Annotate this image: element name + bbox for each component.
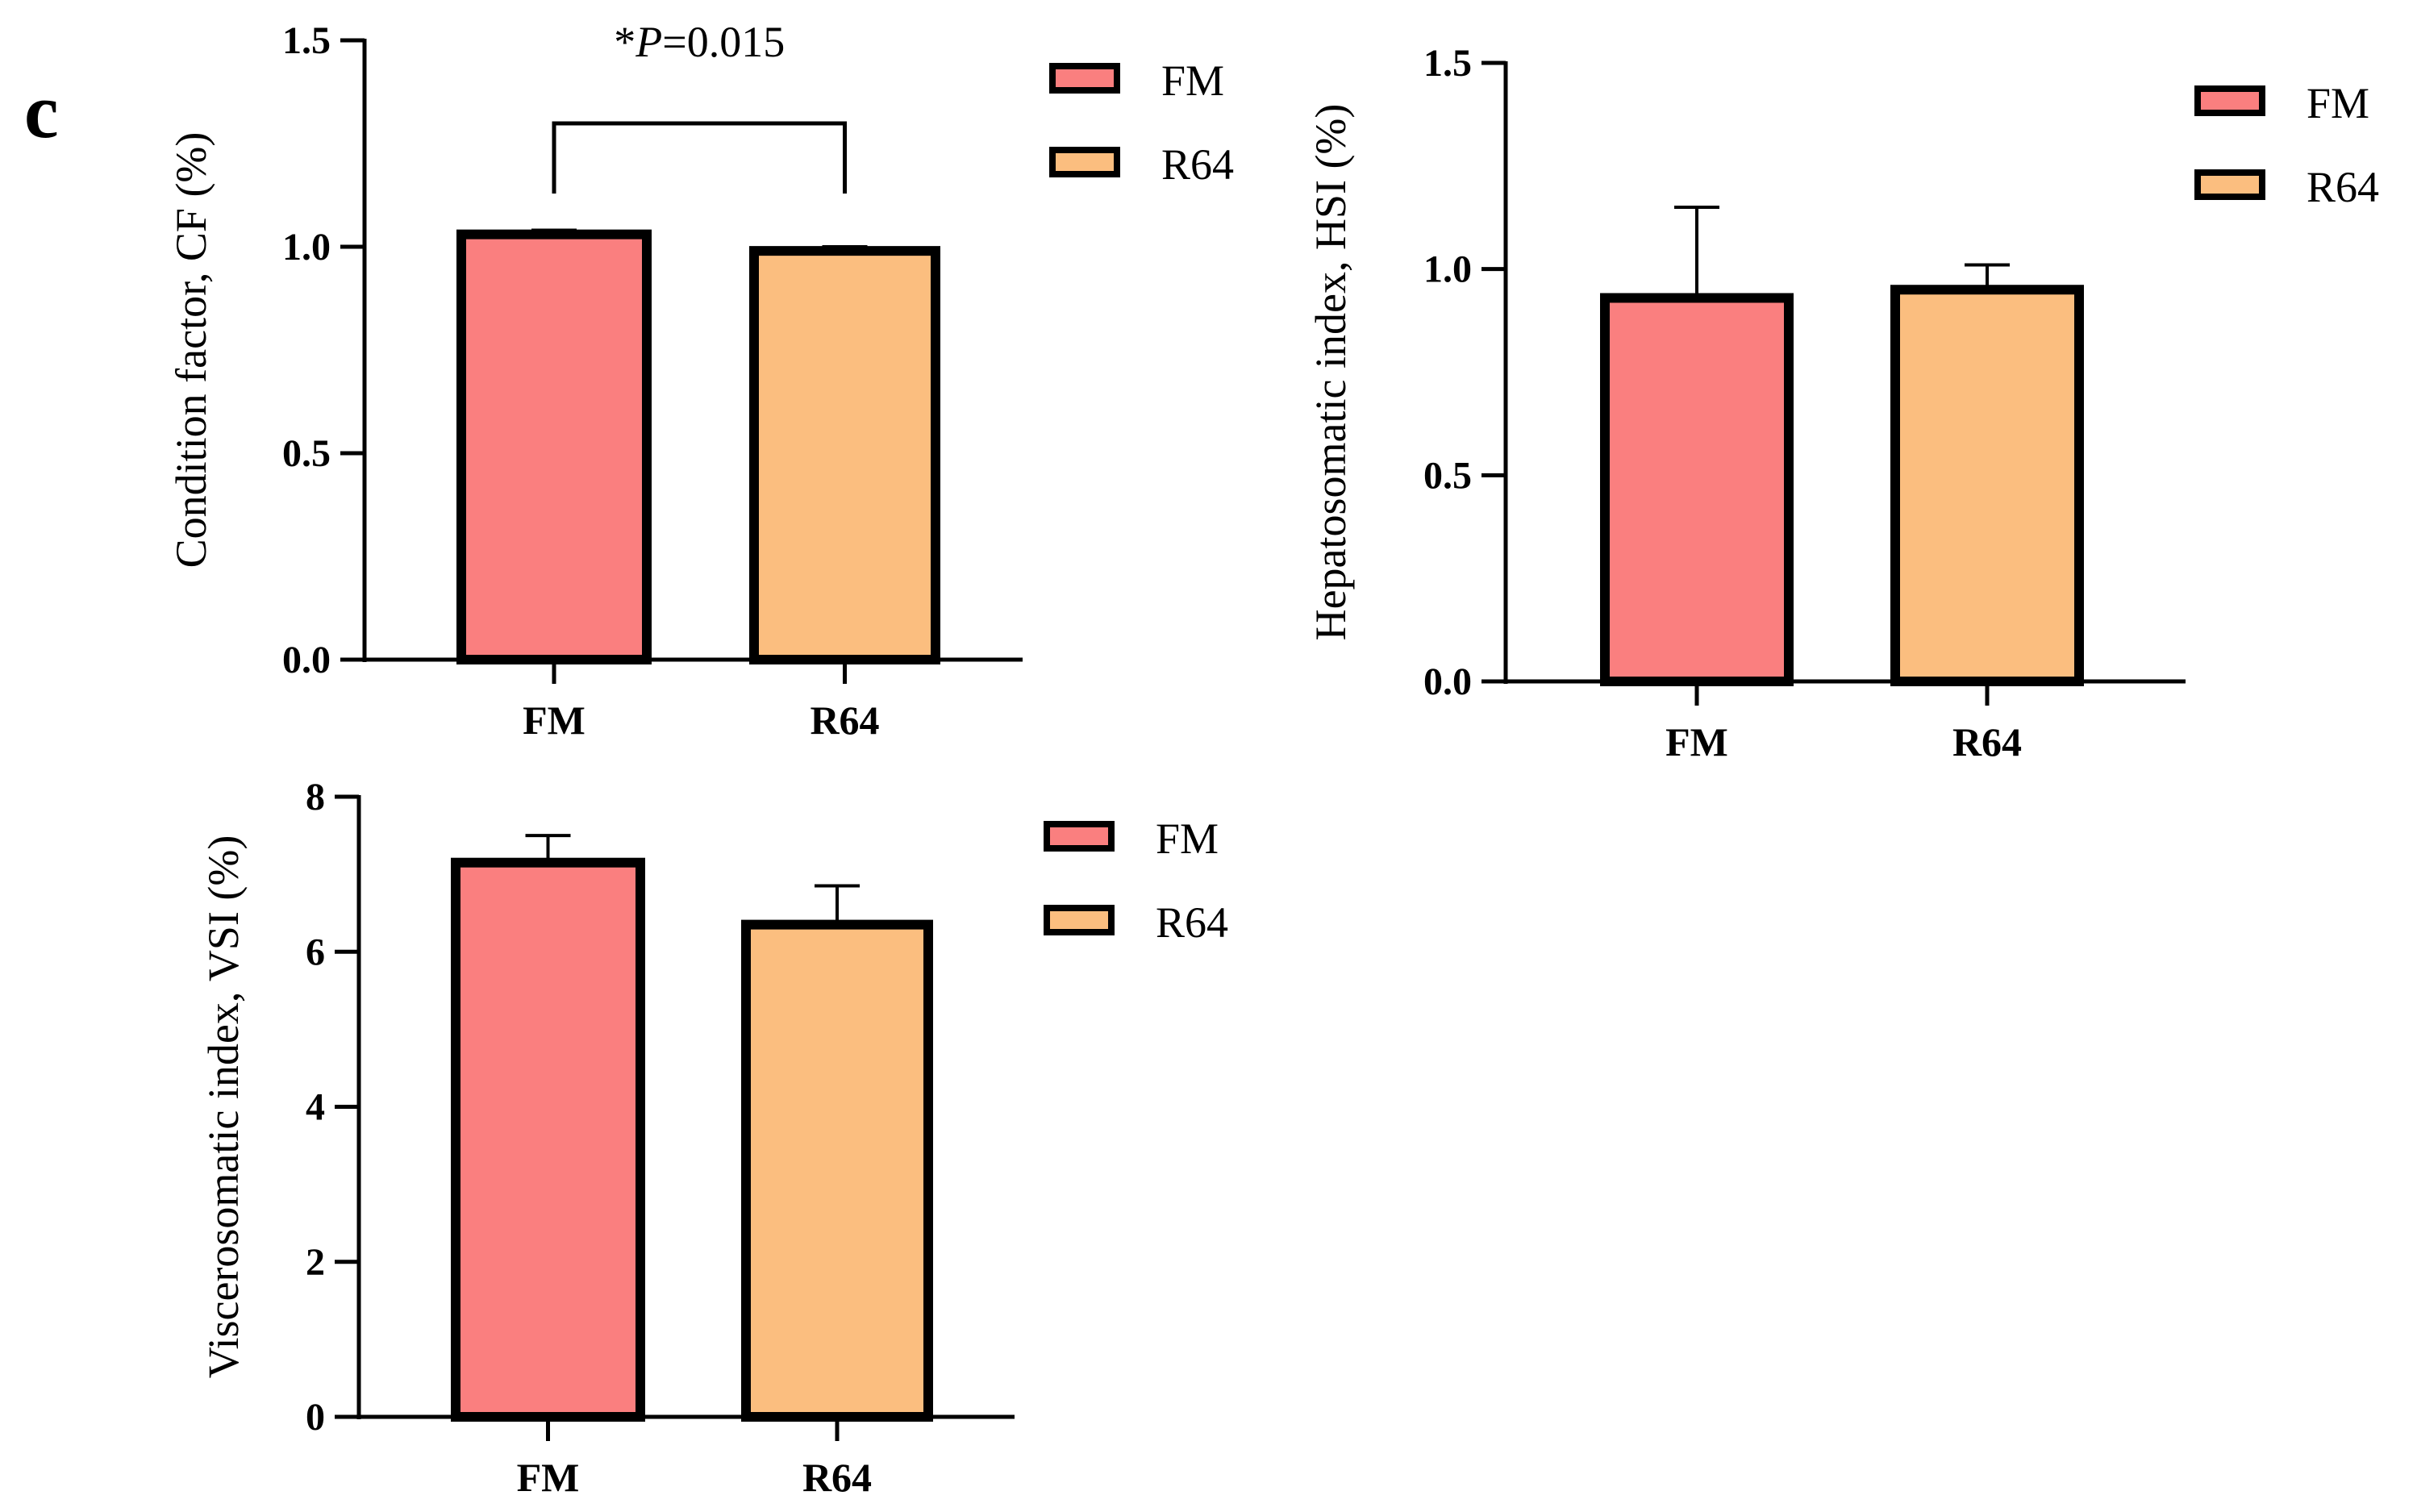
- cf-bar-r64: [749, 246, 940, 664]
- hsi-y-tick-label: 0.5: [1423, 454, 1472, 497]
- cf-significance-label: *P=0.015: [614, 18, 785, 66]
- vsi-bar-fm: [451, 857, 645, 1422]
- vsi-x-tick-label: FM: [517, 1455, 580, 1500]
- cf-x-tick-label: R64: [810, 698, 879, 743]
- hsi-x-tick-label: FM: [1665, 719, 1728, 764]
- hsi-legend-label: FM: [2307, 79, 2369, 127]
- cf-legend-label: R64: [1161, 140, 1234, 189]
- hsi-legend-swatch-r64: [2194, 169, 2265, 200]
- vsi-y-tick-label: 2: [306, 1241, 325, 1284]
- cf-y-tick-label: 0.5: [282, 432, 331, 475]
- panel-label: c: [24, 68, 59, 154]
- vsi-y-tick-label: 4: [306, 1086, 325, 1129]
- vsi-legend-swatch-r64: [1044, 905, 1115, 935]
- hsi-y-axis-title: Hepatosomatic index, HSI (%): [1306, 104, 1355, 641]
- vsi-y-axis-title: Viscerosomatic index, VSI (%): [199, 835, 248, 1379]
- hsi-legend-label: R64: [2307, 163, 2379, 211]
- hsi-y-tick-label: 0.0: [1423, 660, 1472, 703]
- hsi-bar-fm: [1600, 293, 1794, 686]
- cf-x-tick-label: FM: [523, 698, 585, 743]
- cf-y-tick-label: 1.5: [282, 19, 331, 62]
- hsi-x-tick-label: R64: [1952, 719, 2022, 764]
- cf-bar-fm: [456, 229, 652, 664]
- vsi-bar-r64: [741, 919, 933, 1422]
- cf-significance-bracket: [552, 121, 847, 194]
- cf-legend-swatch-fm: [1049, 63, 1120, 94]
- vsi-y-tick-label: 8: [306, 776, 325, 818]
- cf-y-tick-label: 1.0: [282, 226, 331, 269]
- vsi-legend-label: FM: [1156, 814, 1219, 863]
- vsi-y-tick-label: 6: [306, 931, 325, 973]
- vsi-x-tick-label: R64: [802, 1455, 872, 1500]
- hsi-bar-r64: [1890, 285, 2084, 686]
- hsi-y-tick-label: 1.5: [1423, 42, 1472, 85]
- cf-y-tick-label: 0.0: [282, 639, 331, 681]
- vsi-legend-swatch-fm: [1044, 821, 1115, 852]
- cf-legend-label: FM: [1161, 56, 1224, 105]
- vsi-y-tick-label: 0: [306, 1396, 325, 1439]
- vsi-legend-label: R64: [1156, 898, 1228, 947]
- cf-legend-swatch-r64: [1049, 147, 1120, 177]
- hsi-y-tick-label: 1.0: [1423, 248, 1472, 291]
- cf-y-axis-title: Condition factor, CF (%): [167, 132, 215, 569]
- hsi-legend-swatch-fm: [2194, 85, 2265, 116]
